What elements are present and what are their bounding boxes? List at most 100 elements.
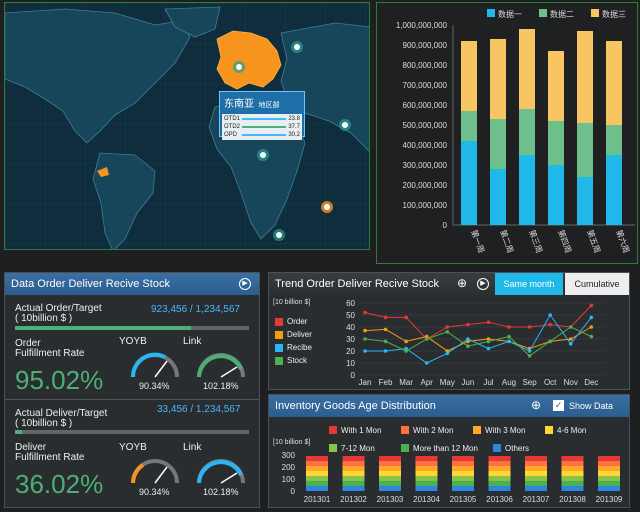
stack-segment <box>379 486 401 491</box>
trend-point <box>466 344 470 348</box>
legend-swatch <box>275 317 283 326</box>
x-tick-label: 第二周 <box>498 228 516 254</box>
legend-item: 数据一 <box>487 9 522 19</box>
stack-segment <box>452 471 474 476</box>
stack-segment <box>306 486 328 491</box>
play-icon[interactable]: ▶ <box>477 278 489 290</box>
trend-point <box>568 342 573 346</box>
stack-segment <box>379 476 401 481</box>
stack-segment <box>598 466 620 471</box>
tab-same-month[interactable]: Same month <box>495 273 563 295</box>
inventory-legend-item: More than 12 Mon <box>401 442 493 454</box>
stack-segment <box>525 456 547 461</box>
stack-segment <box>561 486 584 491</box>
inventory-panel: Inventory Goods Age Distribution ⊕ ✓ Sho… <box>268 394 630 508</box>
stack-segment <box>306 481 328 486</box>
stack-segment <box>598 476 620 481</box>
inventory-panel-title: Inventory Goods Age Distribution <box>275 400 436 412</box>
trend-point <box>383 327 388 332</box>
map-marker[interactable] <box>257 149 269 161</box>
trend-legend: Order Deliver Recibe Stock <box>275 315 312 367</box>
stack-segment <box>306 466 328 471</box>
stack-segment <box>561 466 584 471</box>
y-tick-label: 50 <box>346 311 355 320</box>
stack-segment <box>561 456 584 461</box>
region-popup[interactable]: 东南亚 地区部 OTD1 23.8 OTD2 37.7 OPD 30.2 <box>219 91 305 140</box>
bar-segment <box>519 109 535 155</box>
stack-segment <box>452 461 474 466</box>
popup-row-bar <box>242 134 287 136</box>
stack-segment <box>306 471 328 476</box>
stack-segment <box>525 461 547 466</box>
order-link-gauge <box>197 353 245 378</box>
legend-label: Order <box>287 317 308 326</box>
trend-point <box>404 349 408 353</box>
trend-point <box>486 339 491 344</box>
map-marker[interactable] <box>339 119 351 131</box>
yoyb-label: YOYB <box>119 442 147 453</box>
yoyb-label: YOYB <box>119 336 147 347</box>
x-tick-label: Sep <box>522 378 537 387</box>
show-data-checkbox[interactable]: ✓ <box>553 400 564 411</box>
inventory-legend: With 1 Mon With 2 Mon With 3 Mon 4-6 Mon 7-1… <box>329 421 629 457</box>
zoom-icon[interactable]: ⊕ <box>531 398 542 412</box>
trend-point <box>589 325 594 329</box>
play-icon[interactable]: ▶ <box>239 278 251 290</box>
stack-segment <box>379 481 401 486</box>
bar-segment <box>490 39 506 119</box>
caribbean-highlight-shape <box>97 167 109 177</box>
trend-point <box>466 337 470 341</box>
popup-row: OTD1 23.8 <box>224 115 300 123</box>
x-tick-label: Mar <box>399 378 413 387</box>
show-data-label: Show Data <box>569 401 614 411</box>
bar-segment <box>519 155 535 225</box>
tab-cumulative[interactable]: Cumulative <box>565 273 629 295</box>
stack-segment <box>488 476 511 481</box>
x-tick-label: 201301 <box>304 495 331 504</box>
world-map-panel[interactable]: 东南亚 地区部 OTD1 23.8 OTD2 37.7 OPD 30.2 <box>4 2 370 250</box>
y-tick-label: 300 <box>282 451 296 460</box>
trend-point <box>568 325 573 329</box>
bar-segment <box>461 141 477 225</box>
actual-deliver-unit: ( 10billion $ ) <box>15 418 73 429</box>
stack-segment <box>415 486 438 491</box>
map-marker[interactable] <box>273 229 285 241</box>
popup-title: 东南亚 <box>224 99 254 110</box>
x-tick-label: 第五周 <box>585 228 603 254</box>
legend-label: With 1 Mon <box>341 425 382 435</box>
inventory-legend-item: With 1 Mon <box>329 424 401 436</box>
map-marker[interactable] <box>321 201 333 213</box>
popup-rows: OTD1 23.8 OTD2 37.7 OPD 30.2 <box>222 114 302 140</box>
x-tick-label: Oct <box>544 378 557 387</box>
map-marker[interactable] <box>233 61 245 73</box>
zoom-icon[interactable]: ⊕ <box>457 276 468 290</box>
popup-row: OTD2 37.7 <box>224 123 300 131</box>
trend-point <box>527 349 532 353</box>
legend-swatch <box>329 444 337 452</box>
trend-point <box>589 315 594 320</box>
stack-segment <box>525 486 547 491</box>
inventory-stacked-chart: 300 200 100 0 201301 201302 201303 201304 201305… <box>282 451 623 504</box>
stack-segment <box>415 476 438 481</box>
stack-segment <box>561 481 584 486</box>
order-rate-value: 95.02% <box>15 365 104 395</box>
x-tick-label: Feb <box>379 378 393 387</box>
trend-panel-title: Trend Order Deliver Recive Stock <box>275 278 440 290</box>
map-marker[interactable] <box>291 41 303 53</box>
legend-swatch <box>545 426 553 434</box>
bar-segment <box>490 169 506 225</box>
stack-segment <box>561 461 584 466</box>
x-tick-label: 第三周 <box>527 228 545 254</box>
y-tick-label: 500,000,000 <box>403 121 448 130</box>
y-tick-label: 300,000,000 <box>403 161 448 170</box>
south-america-shape <box>92 152 156 249</box>
world-map[interactable] <box>5 3 370 250</box>
stack-segment <box>525 481 547 486</box>
x-tick-label: Jun <box>461 378 474 387</box>
stack-segment <box>598 456 620 461</box>
trend-point <box>404 315 408 320</box>
bar-segment <box>461 111 477 141</box>
legend-swatch <box>539 9 547 17</box>
trend-point <box>589 334 594 339</box>
stack-segment <box>561 471 584 476</box>
